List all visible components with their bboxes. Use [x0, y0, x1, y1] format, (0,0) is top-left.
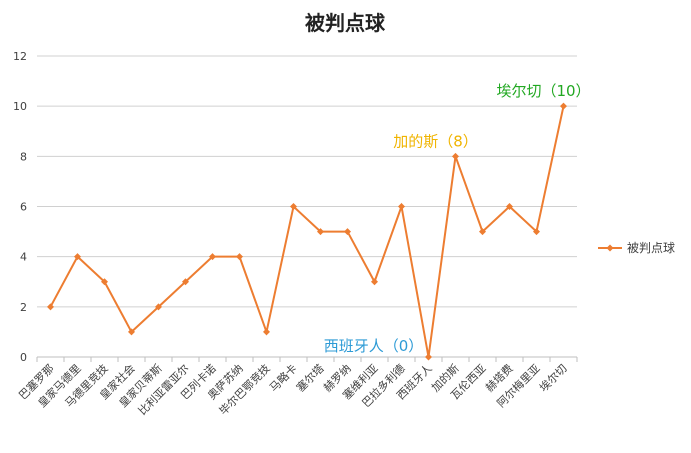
data-point	[344, 228, 351, 236]
series-line	[47, 102, 567, 361]
data-point	[533, 228, 540, 236]
y-tick-label: 12	[13, 50, 27, 63]
data-point	[128, 328, 135, 336]
data-point	[155, 303, 162, 311]
y-tick-label: 0	[20, 351, 27, 364]
data-annotation: 西班牙人（0）	[324, 337, 424, 355]
annotations: 西班牙人（0） 加的斯（8） 埃尔切（10）	[324, 82, 591, 355]
data-annotation: 加的斯（8）	[393, 132, 478, 150]
data-annotation: 埃尔切（10）	[496, 82, 590, 100]
data-point	[182, 278, 189, 286]
y-tick-label: 2	[20, 301, 27, 314]
data-point	[47, 303, 54, 311]
x-tick-label: 埃尔切	[536, 361, 569, 394]
data-point	[209, 253, 216, 261]
data-point	[101, 278, 108, 286]
y-tick-label: 10	[13, 100, 27, 113]
data-point	[371, 278, 378, 286]
x-tick-label: 塞尔塔	[293, 361, 326, 394]
data-point	[425, 353, 432, 361]
data-point	[74, 253, 81, 261]
data-point	[398, 203, 405, 210]
data-point	[290, 203, 297, 210]
data-point	[263, 328, 270, 336]
legend-label: 被判点球	[627, 241, 675, 255]
series-line-path	[49, 105, 565, 358]
legend-marker	[606, 244, 614, 252]
data-point	[452, 152, 459, 160]
y-tick-label: 4	[20, 251, 27, 264]
chart-title: 被判点球	[305, 11, 386, 35]
data-point	[236, 253, 243, 261]
y-tick-label: 6	[20, 201, 27, 214]
data-point	[506, 203, 513, 210]
data-point	[317, 228, 324, 236]
y-tick-label: 8	[20, 150, 27, 163]
gridlines	[37, 55, 577, 358]
x-tick-label: 马略卡	[266, 361, 299, 394]
legend: 被判点球	[598, 241, 675, 255]
axes: 024681012巴塞罗那皇家马德里马德里竞技皇家社会皇家贝蒂斯比利亚雷亚尔巴列…	[13, 50, 578, 418]
data-point	[560, 102, 567, 110]
data-point	[479, 228, 486, 236]
